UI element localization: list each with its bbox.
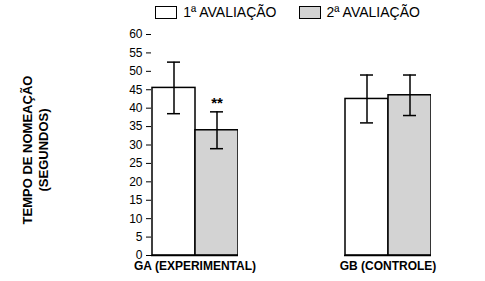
svg-text:**: ** bbox=[211, 94, 223, 111]
svg-text:45: 45 bbox=[129, 83, 143, 97]
svg-text:50: 50 bbox=[129, 64, 143, 78]
svg-text:0: 0 bbox=[135, 248, 143, 263]
svg-text:5: 5 bbox=[136, 230, 143, 244]
svg-text:40: 40 bbox=[129, 101, 143, 115]
svg-text:15: 15 bbox=[129, 193, 143, 207]
svg-text:GB (CONTROLE): GB (CONTROLE) bbox=[340, 259, 437, 273]
svg-text:55: 55 bbox=[129, 46, 143, 60]
svg-text:60: 60 bbox=[129, 27, 143, 41]
svg-text:10: 10 bbox=[129, 212, 143, 226]
svg-text:35: 35 bbox=[129, 119, 143, 133]
html-text:2ª AVALIAÇÃO: 2ª AVALIAÇÃO bbox=[326, 4, 420, 20]
svg-text:20: 20 bbox=[129, 175, 143, 189]
html-text:1ª AVALIAÇÃO: 1ª AVALIAÇÃO bbox=[183, 4, 277, 20]
svg-text:GA (EXPERIMENTAL): GA (EXPERIMENTAL) bbox=[134, 259, 256, 273]
svg-text:25: 25 bbox=[129, 156, 143, 170]
html-text:TEMPO DE NOMEAÇÃO (SEGUNDOS): TEMPO DE NOMEAÇÃO (SEGUNDOS) bbox=[20, 75, 51, 225]
svg-text:30: 30 bbox=[129, 138, 143, 152]
